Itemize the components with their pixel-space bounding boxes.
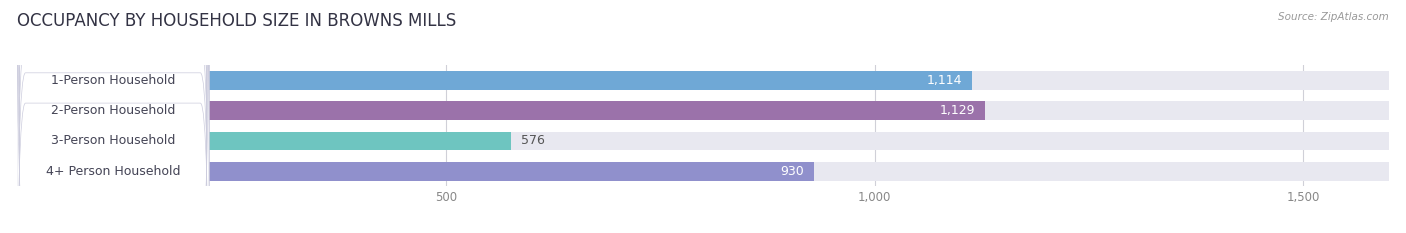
Text: OCCUPANCY BY HOUSEHOLD SIZE IN BROWNS MILLS: OCCUPANCY BY HOUSEHOLD SIZE IN BROWNS MI… <box>17 12 456 30</box>
FancyBboxPatch shape <box>17 0 209 233</box>
FancyBboxPatch shape <box>17 0 209 233</box>
Bar <box>17 132 510 150</box>
Bar <box>17 101 1389 120</box>
Text: 2-Person Household: 2-Person Household <box>51 104 176 117</box>
Bar <box>17 71 1389 90</box>
Bar <box>17 101 986 120</box>
FancyBboxPatch shape <box>17 0 209 233</box>
Text: 576: 576 <box>522 134 546 147</box>
Text: 3-Person Household: 3-Person Household <box>51 134 176 147</box>
Bar <box>17 71 973 90</box>
Text: 1,129: 1,129 <box>939 104 974 117</box>
Bar <box>17 162 814 181</box>
Text: 4+ Person Household: 4+ Person Household <box>45 165 180 178</box>
Text: 930: 930 <box>780 165 804 178</box>
FancyBboxPatch shape <box>17 0 209 233</box>
Bar <box>17 162 1389 181</box>
Text: Source: ZipAtlas.com: Source: ZipAtlas.com <box>1278 12 1389 22</box>
Text: 1,114: 1,114 <box>927 74 962 87</box>
Bar <box>17 132 1389 150</box>
Text: 1-Person Household: 1-Person Household <box>51 74 176 87</box>
